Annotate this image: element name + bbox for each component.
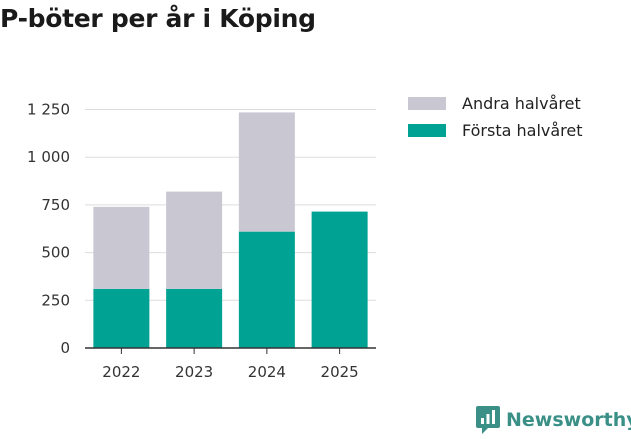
y-tick-label-0: 0 xyxy=(60,339,70,357)
legend-item-andra-halvaret: Andra halvåret xyxy=(408,90,583,117)
y-tick-label-250: 250 xyxy=(41,291,70,309)
x-tick-label-2024: 2024 xyxy=(248,363,286,381)
legend-item-forsta-halvaret: Första halvåret xyxy=(408,117,583,144)
bar-2023-andra xyxy=(166,191,223,289)
y-tick-label-750: 750 xyxy=(41,196,70,214)
brand-name: Newsworthy xyxy=(506,409,631,431)
newsworthy-logo-icon xyxy=(476,406,500,434)
legend-label-andra: Andra halvåret xyxy=(462,94,581,113)
bar-2022-andra xyxy=(93,206,150,289)
legend-label-forsta: Första halvåret xyxy=(462,121,583,140)
newsworthy-logo: Newsworthy xyxy=(476,406,631,434)
y-tick-label-500: 500 xyxy=(41,244,70,262)
bar-2023-forsta xyxy=(166,288,223,348)
legend-swatch-andra xyxy=(408,97,446,110)
bar-2022-forsta xyxy=(93,288,150,348)
bar-2025-forsta xyxy=(311,211,368,348)
y-tick-label-1000: 1 000 xyxy=(27,148,70,166)
x-tick-label-2023: 2023 xyxy=(175,363,213,381)
bar-2024-andra xyxy=(238,112,295,232)
legend-swatch-forsta xyxy=(408,124,446,137)
x-tick-label-2025: 2025 xyxy=(321,363,359,381)
chart-title: P-böter per år i Köping xyxy=(0,4,316,33)
x-tick-label-2022: 2022 xyxy=(102,363,140,381)
bar-2024-forsta xyxy=(238,231,295,348)
legend: Andra halvåret Första halvåret xyxy=(408,90,583,144)
y-tick-label-1250: 1 250 xyxy=(27,101,70,119)
